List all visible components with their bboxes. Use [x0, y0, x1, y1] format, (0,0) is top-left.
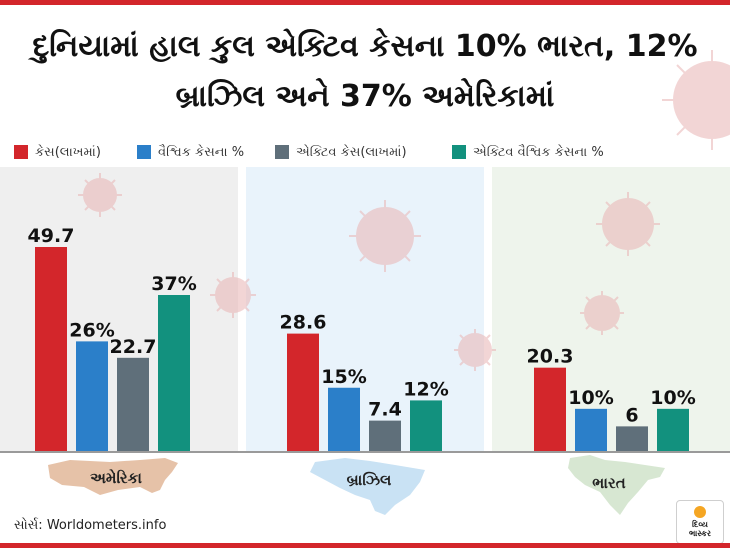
category-label-usa: અમેરિકા: [90, 469, 142, 487]
source-note: સોર્સ: Worldometers.info: [14, 518, 167, 533]
bar-brazil-cases: [287, 333, 319, 451]
bar-india-global-cases-pct: [575, 408, 607, 451]
data-label-brazil-cases: 28.6: [280, 312, 327, 334]
bar-usa-active-cases: [117, 357, 149, 451]
data-label-brazil-global-cases-pct: 15%: [321, 366, 366, 388]
legend-swatch-global-cases-pct: [137, 145, 151, 159]
panel-brazil: [246, 167, 484, 452]
top-accent-bar: [0, 0, 730, 5]
bar-india-cases: [534, 367, 566, 451]
title-line-2: બ્રાઝિલ અને 37% અમેરિકામાં: [175, 79, 555, 114]
virus-icon: [596, 192, 660, 256]
logo-sun-icon: [694, 506, 706, 518]
bar-brazil-active-global-pct: [410, 400, 442, 451]
virus-icon: [662, 50, 730, 150]
data-label-brazil-active-global-pct: 12%: [403, 378, 448, 400]
data-label-india-global-cases-pct: 10%: [568, 387, 613, 409]
legend-label-cases: કેસ(લાખમાં): [35, 144, 101, 160]
virus-icon: [78, 173, 122, 217]
logo-line-1: દિવ્ય: [692, 520, 708, 529]
bar-usa-global-cases-pct: [76, 341, 108, 451]
data-label-usa-global-cases-pct: 26%: [69, 319, 114, 341]
india-map-icon: [568, 455, 665, 515]
virus-icon: [349, 200, 421, 272]
data-label-usa-active-cases: 22.7: [110, 336, 157, 358]
legend: કેસ(લાખમાં) વૈશ્વિક કેસના % એક્ટિવ કેસ(લ…: [0, 141, 730, 163]
data-label-usa-cases: 49.7: [28, 225, 75, 247]
virus-icon: [454, 329, 496, 371]
data-label-india-cases: 20.3: [527, 346, 574, 368]
legend-swatch-cases: [14, 145, 28, 159]
bar-brazil-global-cases-pct: [328, 387, 360, 451]
legend-swatch-active-global-pct: [452, 145, 466, 159]
data-label-usa-active-global-pct: 37%: [151, 273, 196, 295]
category-label-brazil: બ્રાઝિલ: [346, 471, 392, 489]
bar-usa-cases: [35, 247, 67, 451]
bar-india-active-global-pct: [657, 408, 689, 451]
data-label-brazil-active-cases: 7.4: [368, 399, 402, 421]
publisher-logo: દિવ્ય ભાસ્કર: [676, 500, 724, 544]
usa-map-icon: [48, 458, 178, 495]
legend-item-active-cases: એક્ટિવ કેસ(લાખમાં): [275, 141, 407, 163]
bottom-accent-bar: [0, 543, 730, 548]
x-axis-baseline: [0, 451, 730, 453]
category-label-india: ભારત: [592, 474, 626, 492]
bar-usa-active-global-pct: [158, 295, 190, 451]
bar-india-active-cases: [616, 426, 648, 451]
data-label-india-active-cases: 6: [625, 404, 638, 426]
legend-label-active-cases: એક્ટિવ કેસ(લાખમાં): [296, 144, 407, 160]
legend-item-cases: કેસ(લાખમાં): [14, 141, 101, 163]
bar-brazil-active-cases: [369, 420, 401, 451]
legend-item-active-global-pct: એક્ટિવ વૈશ્વિક કેસના %: [452, 141, 604, 163]
title-line-1: દુનિયામાં હાલ કુલ એક્ટિવ કેસના 10% ભારત,…: [32, 29, 698, 64]
virus-icon: [580, 291, 624, 335]
brazil-map-icon: [310, 458, 425, 515]
logo-line-2: ભાસ્કર: [688, 529, 712, 538]
chart-title: દુનિયામાં હાલ કુલ એક્ટિવ કેસના 10% ભારત,…: [0, 22, 730, 122]
legend-swatch-active-cases: [275, 145, 289, 159]
legend-label-active-global-pct: એક્ટિવ વૈશ્વિક કેસના %: [473, 144, 604, 160]
legend-label-global-cases-pct: વૈશ્વિક કેસના %: [158, 144, 245, 160]
legend-item-global-cases-pct: વૈશ્વિક કેસના %: [137, 141, 244, 163]
data-label-india-active-global-pct: 10%: [650, 387, 695, 409]
virus-icon: [210, 272, 256, 318]
